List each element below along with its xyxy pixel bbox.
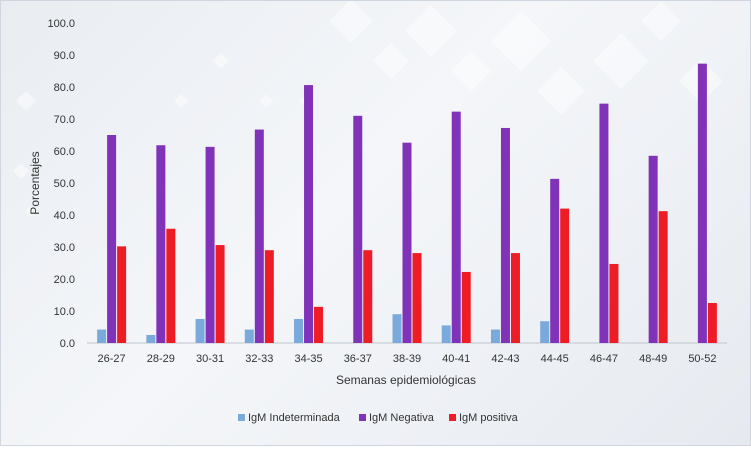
legend-swatch <box>238 414 245 421</box>
bar <box>461 271 471 343</box>
x-tick-label: 30-31 <box>196 353 224 365</box>
bar <box>264 250 274 343</box>
x-axis: 26-27 28-29 30-31 32-33 34-35 36-37 38-39 40-41… <box>98 353 717 365</box>
legend-swatch <box>359 414 366 421</box>
bar <box>215 245 225 343</box>
background-diamond <box>537 67 585 115</box>
bar <box>392 314 402 343</box>
background-diamond <box>213 53 229 69</box>
legend-label: IgM Indeterminada <box>248 412 341 424</box>
x-tick-label: 26-27 <box>98 353 126 365</box>
bar <box>490 329 500 343</box>
bar <box>540 321 550 343</box>
x-tick-label: 44-45 <box>541 353 569 365</box>
background-diamond <box>16 91 36 111</box>
x-tick-label: 32-33 <box>245 353 273 365</box>
bar <box>107 135 117 343</box>
bar <box>205 146 215 343</box>
bar <box>166 228 176 343</box>
bar <box>304 85 314 343</box>
background-diamond <box>641 1 681 41</box>
y-tick-label: 80.0 <box>54 82 75 94</box>
y-tick-label: 90.0 <box>54 50 75 62</box>
background-diamond <box>593 33 649 89</box>
y-axis: 0.0 10.0 20.0 30.0 40.0 50.0 60.0 70.0 80.0 90.0 1… <box>47 18 727 350</box>
bar <box>314 306 324 343</box>
legend-label: IgM positiva <box>459 412 519 424</box>
x-tick-label: 40-41 <box>442 353 470 365</box>
y-tick-label: 100.0 <box>47 18 75 30</box>
bar <box>97 329 107 343</box>
y-tick-label: 70.0 <box>54 114 75 126</box>
legend: IgM Indeterminada IgM Negativa IgM positiv… <box>238 412 519 424</box>
background-diamond <box>373 43 409 79</box>
bar <box>441 325 451 343</box>
bar <box>648 155 658 343</box>
legend-swatch <box>449 414 456 421</box>
background-diamond <box>25 205 37 217</box>
bar <box>244 329 254 343</box>
background-diamond <box>405 5 457 57</box>
x-tick-label: 38-39 <box>393 353 421 365</box>
y-tick-label: 40.0 <box>54 210 75 222</box>
bars-group <box>97 63 717 344</box>
y-tick-label: 50.0 <box>54 178 75 190</box>
bar <box>146 335 156 343</box>
y-tick-label: 0.0 <box>60 338 75 350</box>
bar <box>510 253 520 343</box>
x-tick-label: 28-29 <box>147 353 175 365</box>
bar <box>609 263 619 343</box>
background-diamond <box>13 163 29 179</box>
bar <box>599 103 609 343</box>
x-axis-title: Semanas epidemiológicas <box>336 373 476 387</box>
bar <box>294 319 304 343</box>
bar <box>550 178 560 343</box>
y-tick-label: 10.0 <box>54 306 75 318</box>
background-diamond <box>451 51 491 91</box>
bar <box>402 142 412 343</box>
x-tick-label: 36-37 <box>344 353 372 365</box>
background-diamond <box>259 94 273 108</box>
bar <box>353 115 363 343</box>
background-diamond <box>491 11 551 71</box>
background-diamond <box>174 94 188 108</box>
bar <box>451 111 461 343</box>
x-tick-label: 34-35 <box>294 353 322 365</box>
y-tick-label: 20.0 <box>54 274 75 286</box>
bar <box>697 63 707 343</box>
legend-label: IgM Negativa <box>369 412 435 424</box>
y-tick-label: 60.0 <box>54 146 75 158</box>
bar <box>156 145 166 343</box>
x-tick-label: 46-47 <box>590 353 618 365</box>
y-axis-title: Porcentajes <box>28 151 42 214</box>
bar <box>560 208 570 343</box>
bar <box>707 303 717 343</box>
bar <box>117 246 127 343</box>
bar <box>195 319 205 343</box>
x-tick-label: 50-52 <box>688 353 716 365</box>
x-tick-label: 48-49 <box>639 353 667 365</box>
bar <box>658 211 668 343</box>
background-diamond <box>329 0 373 43</box>
bar <box>412 253 422 343</box>
bar <box>363 250 373 343</box>
y-tick-label: 30.0 <box>54 242 75 254</box>
background-decoration <box>13 0 723 217</box>
bar <box>254 129 264 343</box>
x-tick-label: 42-43 <box>491 353 519 365</box>
bar <box>500 127 510 344</box>
